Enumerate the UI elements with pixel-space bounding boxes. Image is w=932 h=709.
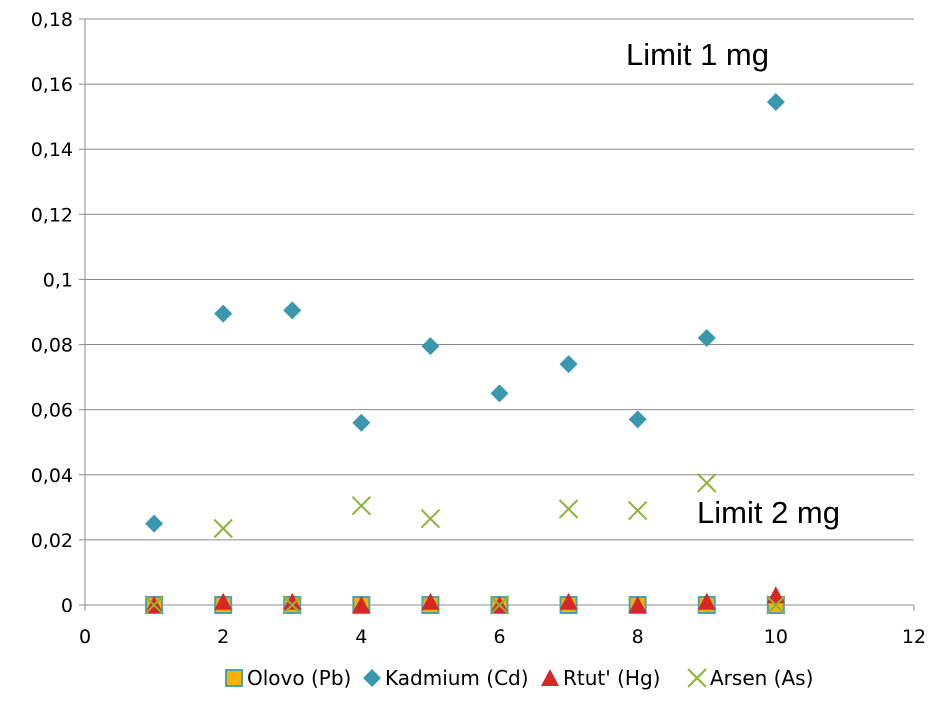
legend-marker-olovo-pb [225,669,243,687]
point-arsen-as [420,509,441,529]
point-arsen-as [351,495,372,516]
point-kadmium-cd [352,413,371,432]
y-tick-label: 0,18 [31,9,73,31]
point-arsen-as [627,500,648,521]
x-tick-label: 8 [632,626,644,648]
point-arsen-as [282,595,302,615]
legend-marker-arsen-as [687,668,707,688]
point-kadmium-cd [214,304,233,323]
y-tick-label: 0,06 [31,400,73,422]
point-kadmium-cd [421,337,440,356]
gridlines [85,18,914,541]
legend-item-arsen-as: Arsen (As) [687,666,813,690]
point-arsen-as [489,595,510,615]
legend-label-kadmium-cd: Kadmium (Cd) [385,666,529,690]
x-tick-label: 2 [217,626,229,648]
point-kadmium-cd [490,384,509,403]
legend: Olovo (Pb) Kadmium (Cd) Rtut' (Hg) Arsen (A… [225,666,813,690]
point-kadmium-cd [628,410,647,429]
point-rtut-hg [697,592,716,610]
point-rtut-hg [628,596,647,613]
legend-item-olovo-pb: Olovo (Pb) [225,666,351,690]
y-tick-label: 0,14 [31,139,73,161]
x-tick-label: 6 [493,626,505,648]
point-rtut-hg [283,592,302,610]
point-kadmium-cd [145,514,164,533]
data-points [144,93,786,615]
x-tick-label: 0 [79,626,91,648]
point-rtut-hg [214,592,233,610]
y-tick-label: 0,1 [43,269,73,291]
y-tick-label: 0 [61,595,73,617]
legend-item-kadmium-cd: Kadmium (Cd) [363,666,529,690]
x-tick-label: 10 [764,626,788,648]
y-tick-label: 0,04 [31,465,73,487]
point-rtut-hg [421,592,440,610]
x-tick-label: 4 [355,626,367,648]
point-arsen-as [144,595,164,615]
y-tick-label: 0,02 [31,530,73,552]
legend-marker-rtut-hg [541,669,559,686]
point-arsen-as [213,518,233,539]
x-axis-ticks: 0 2 4 6 8 10 12 [79,626,926,648]
y-axis-ticks: 0 0,02 0,04 0,06 0,08 0,1 0,12 0,14 0,16 0,18 [31,9,73,617]
point-rtut-hg [352,596,371,613]
x-tick-label: 12 [902,626,926,648]
y-tick-label: 0,12 [31,204,73,226]
point-arsen-as [558,499,579,519]
point-kadmium-cd [697,329,716,348]
annotation-limit-1mg: Limit 1 mg [626,37,769,72]
point-kadmium-cd [559,355,578,374]
annotation-limit-2mg: Limit 2 mg [697,495,840,530]
y-tick-label: 0,16 [31,74,73,96]
legend-label-arsen-as: Arsen (As) [710,666,813,690]
point-rtut-hg [559,592,578,610]
legend-label-rtut-hg: Rtut' (Hg) [563,666,660,690]
legend-label-olovo-pb: Olovo (Pb) [247,666,351,690]
legend-item-rtut-hg: Rtut' (Hg) [541,666,660,690]
y-tick-label: 0,08 [31,335,73,357]
point-kadmium-cd [283,301,302,320]
legend-marker-kadmium-cd [363,669,381,687]
point-arsen-as [766,595,786,615]
point-rtut-hg [766,586,785,604]
point-arsen-as [697,473,717,493]
point-kadmium-cd [766,93,785,112]
